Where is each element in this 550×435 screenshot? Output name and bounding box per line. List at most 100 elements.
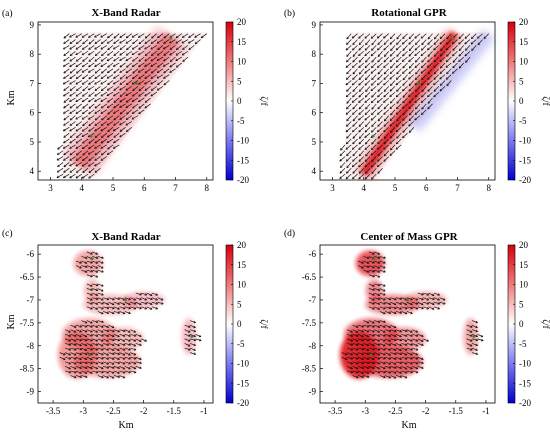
quiver-arrow-head: [81, 70, 85, 73]
quiver-arrow: [383, 150, 390, 157]
quiver-arrow: [69, 121, 76, 126]
quiver-arrow-head: [399, 329, 402, 333]
quiver-arrow: [352, 132, 358, 139]
quiver-arrow-head: [408, 100, 412, 104]
quiver-arrow: [415, 68, 421, 75]
quiver-arrow-head: [402, 77, 406, 81]
quiver-arrow-head: [383, 59, 387, 63]
colorbar-tick-label: -20: [237, 175, 249, 185]
quiver-arrow-head: [388, 306, 392, 310]
quiver-arrow: [144, 56, 151, 62]
quiver-arrow: [81, 256, 88, 259]
quiver-arrow-head: [402, 71, 405, 74]
quiver-arrow: [92, 260, 99, 264]
x-tick-label: -2: [140, 406, 148, 416]
quiver-arrow-head: [88, 146, 91, 150]
quiver-arrow: [69, 33, 76, 38]
quiver-arrow: [125, 56, 132, 62]
quiver-arrow: [395, 338, 402, 341]
quiver-arrow: [113, 109, 120, 114]
quiver-arrow-head: [101, 348, 104, 351]
quiver-arrow: [345, 127, 352, 133]
quiver-arrow: [383, 74, 389, 80]
quiver-arrow: [340, 162, 346, 168]
quiver-arrow: [466, 333, 473, 337]
quiver-arrow-head: [101, 366, 104, 370]
quiver-arrow: [395, 347, 402, 351]
quiver-arrow-head: [187, 330, 191, 333]
quiver-arrow: [368, 347, 375, 351]
quiver-arrow: [97, 324, 104, 328]
quiver-arrow-head: [81, 129, 85, 132]
quiver-arrow: [188, 39, 195, 44]
quiver-arrow: [374, 370, 381, 374]
quiver-arrow: [130, 329, 136, 333]
quiver-arrow: [175, 56, 182, 62]
quiver-arrow-head: [350, 370, 354, 374]
quiver-arrow: [138, 45, 145, 50]
quiver-arrow-head: [84, 261, 88, 264]
quiver-arrow-head: [389, 89, 393, 92]
quiver-arrow: [439, 297, 446, 301]
quiver-arrow-head: [150, 88, 154, 91]
quiver-arrow: [471, 343, 478, 346]
quiver-arrow: [402, 91, 408, 98]
quiver-arrow: [63, 86, 70, 91]
quiver-arrow-head: [371, 171, 374, 174]
quiver-arrow: [88, 156, 95, 162]
quiver-arrow: [125, 86, 132, 91]
quiver-arrow-head: [81, 117, 85, 120]
quiver-arrow-head: [181, 41, 185, 44]
quiver-arrow-head: [119, 70, 122, 73]
quiver-arrow: [181, 39, 189, 44]
quiver-arrow-head: [75, 64, 79, 68]
vorticity-blob: [404, 291, 447, 309]
quiver-arrow: [364, 62, 371, 69]
quiver-arrow-head: [63, 158, 66, 161]
quiver-arrow: [374, 333, 381, 337]
quiver-arrow-head: [393, 325, 397, 329]
quiver-arrow-head: [377, 141, 380, 145]
quiver-arrow: [390, 324, 397, 328]
quiver-arrow-head: [75, 117, 78, 120]
quiver-arrow-head: [372, 261, 375, 264]
quiver-arrow-head: [383, 306, 386, 310]
quiver-arrow-head: [73, 330, 77, 333]
quiver-arrow-head: [394, 366, 397, 369]
quiver-arrow-head: [415, 344, 419, 347]
marker: [89, 134, 93, 138]
quiver-arrow: [75, 375, 82, 378]
quiver-arrow-head: [73, 366, 77, 370]
quiver-arrow: [389, 33, 396, 40]
quiver-arrow-head: [117, 334, 120, 338]
quiver-arrow: [389, 68, 396, 75]
quiver-arrow-head: [389, 59, 393, 63]
quiver-arrow-head: [188, 47, 191, 51]
quiver-arrow: [370, 33, 377, 39]
quiver-arrow: [103, 329, 110, 332]
quiver-arrow: [157, 80, 164, 86]
quiver-arrow: [97, 265, 104, 269]
quiver-arrow: [103, 338, 109, 342]
x-tick-label: 3: [330, 183, 335, 193]
quiver-arrow: [81, 338, 88, 341]
quiver-arrow: [135, 297, 142, 301]
quiver-arrow: [124, 338, 131, 342]
quiver-arrow-head: [427, 101, 431, 104]
quiver-arrow-head: [388, 357, 392, 360]
quiver-arrow: [346, 56, 352, 63]
quiver-arrow: [401, 352, 408, 356]
quiver-arrow: [363, 352, 370, 355]
quiver-arrow: [119, 80, 126, 85]
quiver-arrow: [125, 97, 132, 103]
quiver-arrow: [92, 301, 99, 305]
quiver-arrow: [458, 51, 464, 57]
quiver-arrow: [63, 115, 70, 121]
quiver-arrow-head: [106, 306, 110, 310]
quiver-arrow: [101, 50, 107, 57]
quiver-arrow: [440, 45, 446, 51]
quiver-arrow: [97, 329, 104, 333]
quiver-arrow-head: [366, 357, 370, 361]
quiver-arrow-head: [346, 101, 349, 104]
quiver-arrow-head: [408, 83, 412, 87]
